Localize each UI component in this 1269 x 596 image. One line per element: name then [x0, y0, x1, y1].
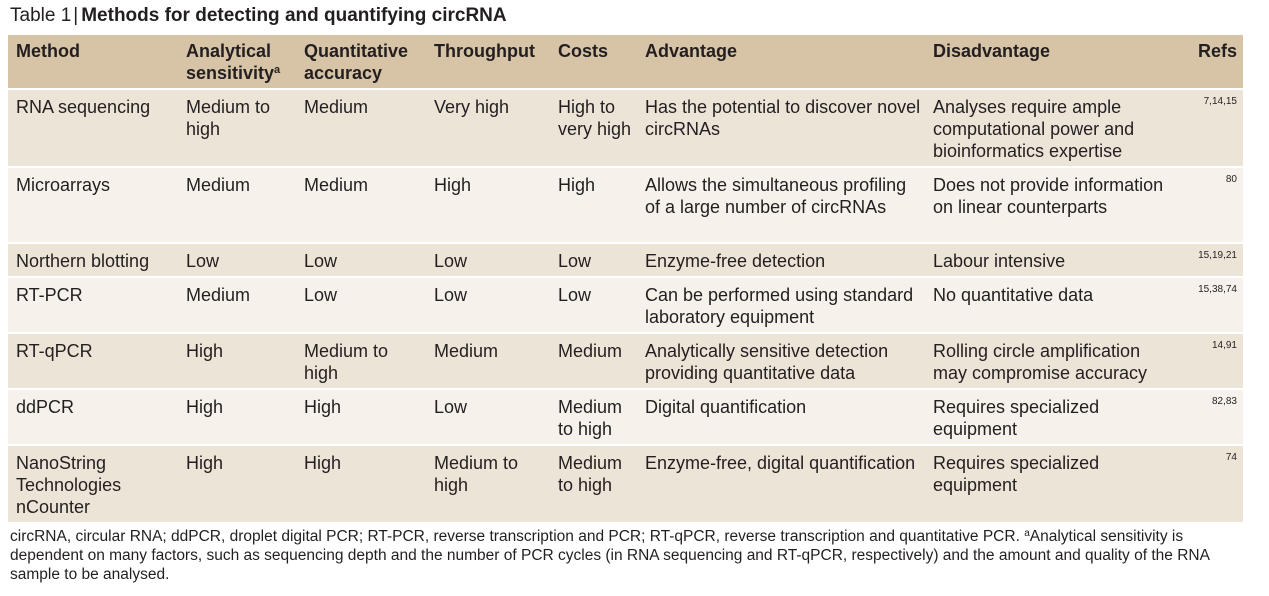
caption-separator: |	[73, 5, 79, 26]
cell-refs: 7,14,15	[1203, 96, 1237, 107]
cell-refs: 80	[1225, 174, 1237, 185]
cell-sensitivity: Medium to high	[186, 97, 271, 139]
cell-accuracy: High	[304, 397, 342, 417]
cell-throughput: Low	[434, 251, 468, 271]
cell-advantage: Digital quantification	[645, 397, 807, 417]
cell-disadvantage: Rolling circle amplification may comprom…	[933, 341, 1148, 383]
table-row: NanoString Technologies nCounter High Hi…	[8, 445, 1243, 522]
cell-method: Northern blotting	[16, 251, 150, 271]
cell-refs: 14,91	[1211, 340, 1237, 351]
header-sensitivity: Analytical sensitivitya	[178, 35, 296, 89]
cell-sensitivity: Medium	[186, 285, 251, 305]
cell-refs: 74	[1225, 452, 1237, 463]
table-row: RT-PCR Medium Low Low Low Can be perform…	[8, 277, 1243, 333]
table-title: Methods for detecting and quantifying ci…	[81, 5, 507, 26]
footnote-marker: a	[1024, 528, 1030, 539]
cell-throughput: Medium to high	[434, 453, 519, 495]
cell-sensitivity: High	[186, 341, 224, 361]
cell-advantage: Allows the simultaneous profiling of a l…	[645, 175, 907, 217]
cell-accuracy: Medium	[304, 175, 369, 195]
cell-method: Microarrays	[16, 175, 111, 195]
header-refs: Refs	[1197, 41, 1237, 61]
cell-costs: Low	[558, 285, 592, 305]
footnote-abbreviations: circRNA, circular RNA; ddPCR, droplet di…	[10, 528, 1020, 545]
cell-disadvantage: Labour intensive	[933, 251, 1066, 271]
cell-costs: Medium	[558, 341, 623, 361]
table-label: Table 1	[10, 5, 72, 26]
header-throughput: Throughput	[434, 41, 535, 61]
table-caption: Table 1 | Methods for detecting and quanti…	[10, 5, 507, 27]
header-advantage: Advantage	[645, 41, 738, 61]
cell-throughput: Low	[434, 397, 468, 417]
cell-method: RT-PCR	[16, 285, 83, 305]
cell-throughput: Medium	[434, 341, 499, 361]
cell-costs: High to very high	[558, 97, 632, 139]
cell-costs: High	[558, 175, 596, 195]
cell-disadvantage: Requires specialized equipment	[933, 397, 1100, 439]
cell-disadvantage: No quantitative data	[933, 285, 1094, 305]
cell-sensitivity: Medium	[186, 175, 251, 195]
header-accuracy: Quantitative accuracy	[304, 41, 409, 83]
methods-table: Method Analytical sensitivitya Quantitat…	[8, 35, 1243, 522]
cell-costs: Medium to high	[558, 453, 623, 495]
cell-disadvantage: Does not provide information on linear c…	[933, 175, 1164, 217]
cell-advantage: Can be performed using standard laborato…	[645, 285, 914, 327]
cell-disadvantage: Requires specialized equipment	[933, 453, 1100, 495]
header-method: Method	[16, 41, 80, 61]
header-sensitivity-label: Analytical sensitivity	[186, 41, 275, 83]
header-sensitivity-footnote-marker: a	[274, 64, 281, 76]
cell-sensitivity: High	[186, 397, 224, 417]
footnote-note: Analytical sensitivity is dependent on m…	[10, 528, 1210, 583]
cell-throughput: Low	[434, 285, 468, 305]
cell-throughput: Very high	[434, 97, 510, 117]
cell-accuracy: High	[304, 453, 342, 473]
cell-refs: 82,83	[1211, 396, 1237, 407]
cell-method: ddPCR	[16, 397, 75, 417]
table-header-row: Method Analytical sensitivitya Quantitat…	[8, 35, 1243, 89]
cell-costs: Low	[558, 251, 592, 271]
cell-refs: 15,19,21	[1198, 250, 1237, 261]
cell-accuracy: Medium to high	[304, 341, 389, 383]
header-disadvantage: Disadvantage	[933, 41, 1051, 61]
cell-refs: 15,38,74	[1198, 284, 1237, 295]
table-row: RNA sequencing Medium to high Medium Ver…	[8, 89, 1243, 167]
cell-throughput: High	[434, 175, 472, 195]
cell-costs: Medium to high	[558, 397, 623, 439]
header-costs: Costs	[558, 41, 609, 61]
cell-accuracy: Medium	[304, 97, 369, 117]
cell-advantage: Analytically sensitive detection providi…	[645, 341, 889, 383]
cell-advantage: Enzyme-free detection	[645, 251, 826, 271]
cell-sensitivity: High	[186, 453, 224, 473]
table-row: RT-qPCR High Medium to high Medium Mediu…	[8, 333, 1243, 389]
cell-sensitivity: Low	[186, 251, 220, 271]
table-row: ddPCR High High Low Medium to high Digit…	[8, 389, 1243, 445]
cell-method: NanoString Technologies nCounter	[16, 453, 122, 517]
cell-advantage: Enzyme-free, digital quantification	[645, 453, 916, 473]
table-row: Northern blotting Low Low Low Low Enzyme…	[8, 243, 1243, 277]
cell-accuracy: Low	[304, 285, 338, 305]
cell-accuracy: Low	[304, 251, 338, 271]
table-footnote: circRNA, circular RNA; ddPCR, droplet di…	[10, 527, 1245, 584]
cell-method: RNA sequencing	[16, 97, 151, 117]
cell-advantage: Has the potential to discover novel circ…	[645, 97, 921, 139]
table-row: Microarrays Medium Medium High High Allo…	[8, 167, 1243, 243]
cell-disadvantage: Analyses require ample computational pow…	[933, 97, 1135, 161]
cell-method: RT-qPCR	[16, 341, 93, 361]
